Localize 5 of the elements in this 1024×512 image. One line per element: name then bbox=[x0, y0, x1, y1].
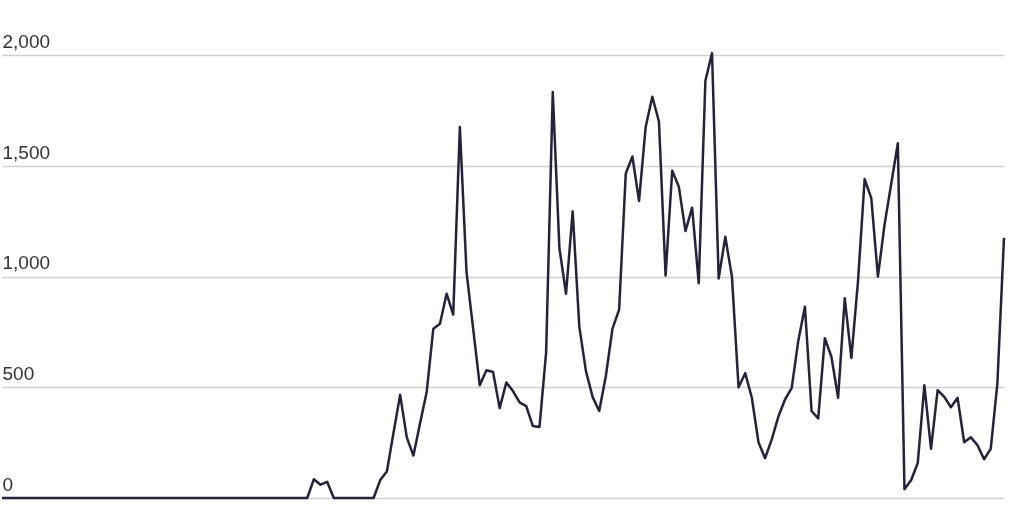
y-tick-label: 2,000 bbox=[2, 30, 51, 52]
y-tick-label: 0 bbox=[2, 473, 14, 495]
y-tick-label: 1,500 bbox=[2, 141, 51, 163]
y-tick-label: 500 bbox=[2, 362, 35, 384]
y-tick-label: 1,000 bbox=[2, 252, 51, 274]
